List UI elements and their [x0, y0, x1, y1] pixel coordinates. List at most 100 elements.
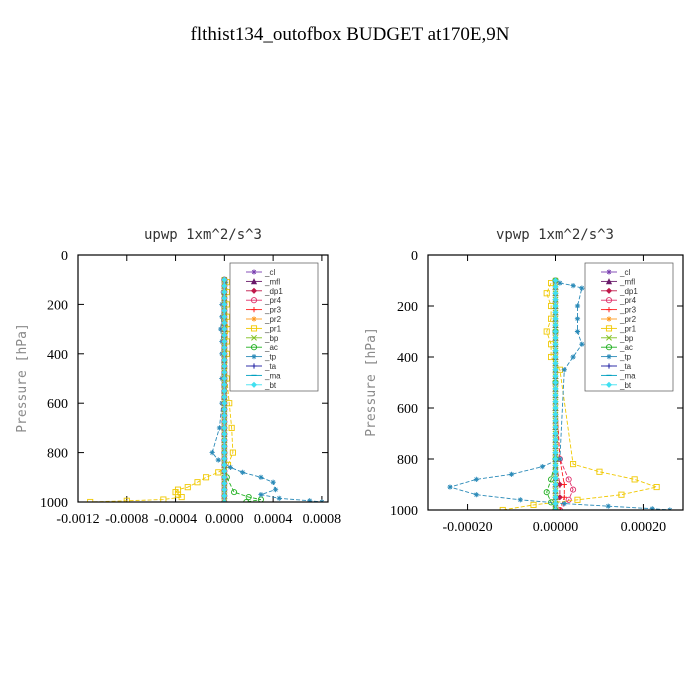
legend-box [229, 262, 319, 392]
data-point [221, 350, 228, 357]
data-point [218, 326, 224, 332]
data-point [543, 489, 550, 496]
y-tick-label: 400 [47, 348, 68, 363]
data-point [221, 412, 228, 419]
legend-label: _ta [264, 362, 277, 371]
data-point [561, 367, 567, 373]
y-tick-label: 400 [397, 351, 418, 366]
legend-entry: _mfl [246, 277, 280, 286]
legend-entry: _bt [246, 381, 277, 390]
data-point [221, 449, 228, 456]
data-point [178, 494, 185, 501]
x-tick-label: -0.00020 [442, 520, 492, 535]
figure-title: flthist134_outofbox BUDGET at170E,9N [191, 24, 510, 45]
legend-label: _ma [619, 371, 636, 380]
data-point [579, 341, 585, 347]
data-point [221, 499, 228, 502]
legend-entry: _ta [246, 362, 277, 371]
legend-entry: _pr3 [246, 306, 282, 315]
data-point [552, 334, 559, 341]
data-point [579, 285, 585, 291]
legend-marker [251, 334, 257, 341]
data-point [552, 475, 559, 482]
data-point [231, 489, 238, 496]
x-tick-label: 0.0000 [205, 512, 244, 527]
data-point [221, 381, 228, 388]
data-point [561, 501, 567, 507]
legend-label: _pr2 [619, 315, 637, 324]
legend-marker [250, 297, 258, 304]
legend-label: _pr1 [619, 324, 637, 333]
legend-marker [606, 354, 612, 360]
data-point [565, 476, 572, 483]
data-point [215, 457, 221, 463]
x-tick-label: 0.0008 [303, 512, 342, 527]
data-point [221, 492, 228, 499]
legend-label: _pr3 [264, 306, 282, 315]
legend-label: _ac [619, 343, 633, 352]
data-point [539, 464, 545, 470]
data-point [221, 394, 228, 401]
data-point [552, 506, 559, 510]
data-point [552, 302, 559, 310]
data-point [552, 347, 559, 354]
data-point [552, 379, 559, 386]
data-point [245, 494, 252, 501]
legend-entry: _pr2 [246, 315, 282, 324]
legend-entry: _ac [246, 343, 278, 352]
legend-label: _dp1 [264, 287, 283, 296]
data-point [216, 425, 223, 431]
legend-marker [250, 325, 258, 332]
legend-label: _pr3 [619, 306, 637, 315]
data-point [552, 392, 559, 399]
legend-entry: _bt [601, 381, 632, 390]
legend-label: _ma [264, 371, 281, 380]
legend-entry: _cl [601, 268, 630, 277]
data-point [552, 411, 559, 418]
y-tick-label: 600 [47, 397, 68, 412]
data-point [552, 277, 559, 284]
data-point [221, 498, 228, 502]
data-point [221, 474, 228, 481]
legend: _cl_mfl_dp1_pr4_pr3_pr2_pr1_bp_ac_tp_ta_… [584, 262, 674, 392]
data-point [209, 450, 215, 456]
data-point [221, 418, 228, 425]
legend-label: _ac [264, 343, 278, 352]
legend-label: _cl [264, 268, 275, 277]
data-point [574, 496, 581, 503]
y-tick-label: 0 [61, 249, 68, 264]
legend-marker [250, 287, 258, 294]
data-point [221, 282, 228, 289]
data-point [552, 462, 559, 469]
y-tick-label: 200 [47, 298, 68, 313]
legend-label: _tp [619, 353, 632, 362]
data-point [221, 313, 228, 320]
legend-entry: _pr1 [246, 324, 282, 333]
data-point [552, 443, 559, 450]
data-point [543, 290, 550, 297]
legend-entry: _ac [601, 343, 633, 352]
legend-label: _mfl [264, 277, 280, 286]
data-point [221, 406, 228, 413]
data-point [202, 474, 210, 481]
y-axis-label: Pressure [hPa] [364, 327, 379, 437]
x-tick-label: 0.00000 [533, 520, 579, 535]
data-point [556, 494, 563, 501]
data-point [552, 341, 559, 348]
data-point [221, 480, 228, 487]
series-bt [552, 277, 559, 510]
legend-label: _bp [264, 334, 279, 343]
legend-marker [251, 307, 257, 313]
x-tick-label: 0.00020 [621, 520, 667, 535]
legend-marker [605, 297, 613, 304]
series-pr1 [87, 279, 236, 502]
chart-title: vpwp 1xm^2/s^3 [496, 227, 614, 243]
data-point [570, 461, 577, 468]
data-point [184, 484, 191, 491]
legend-label: _bp [619, 334, 634, 343]
data-point [552, 507, 559, 510]
legend-marker [606, 316, 612, 322]
data-point [557, 280, 563, 286]
data-point [556, 481, 563, 488]
data-point [221, 326, 228, 333]
